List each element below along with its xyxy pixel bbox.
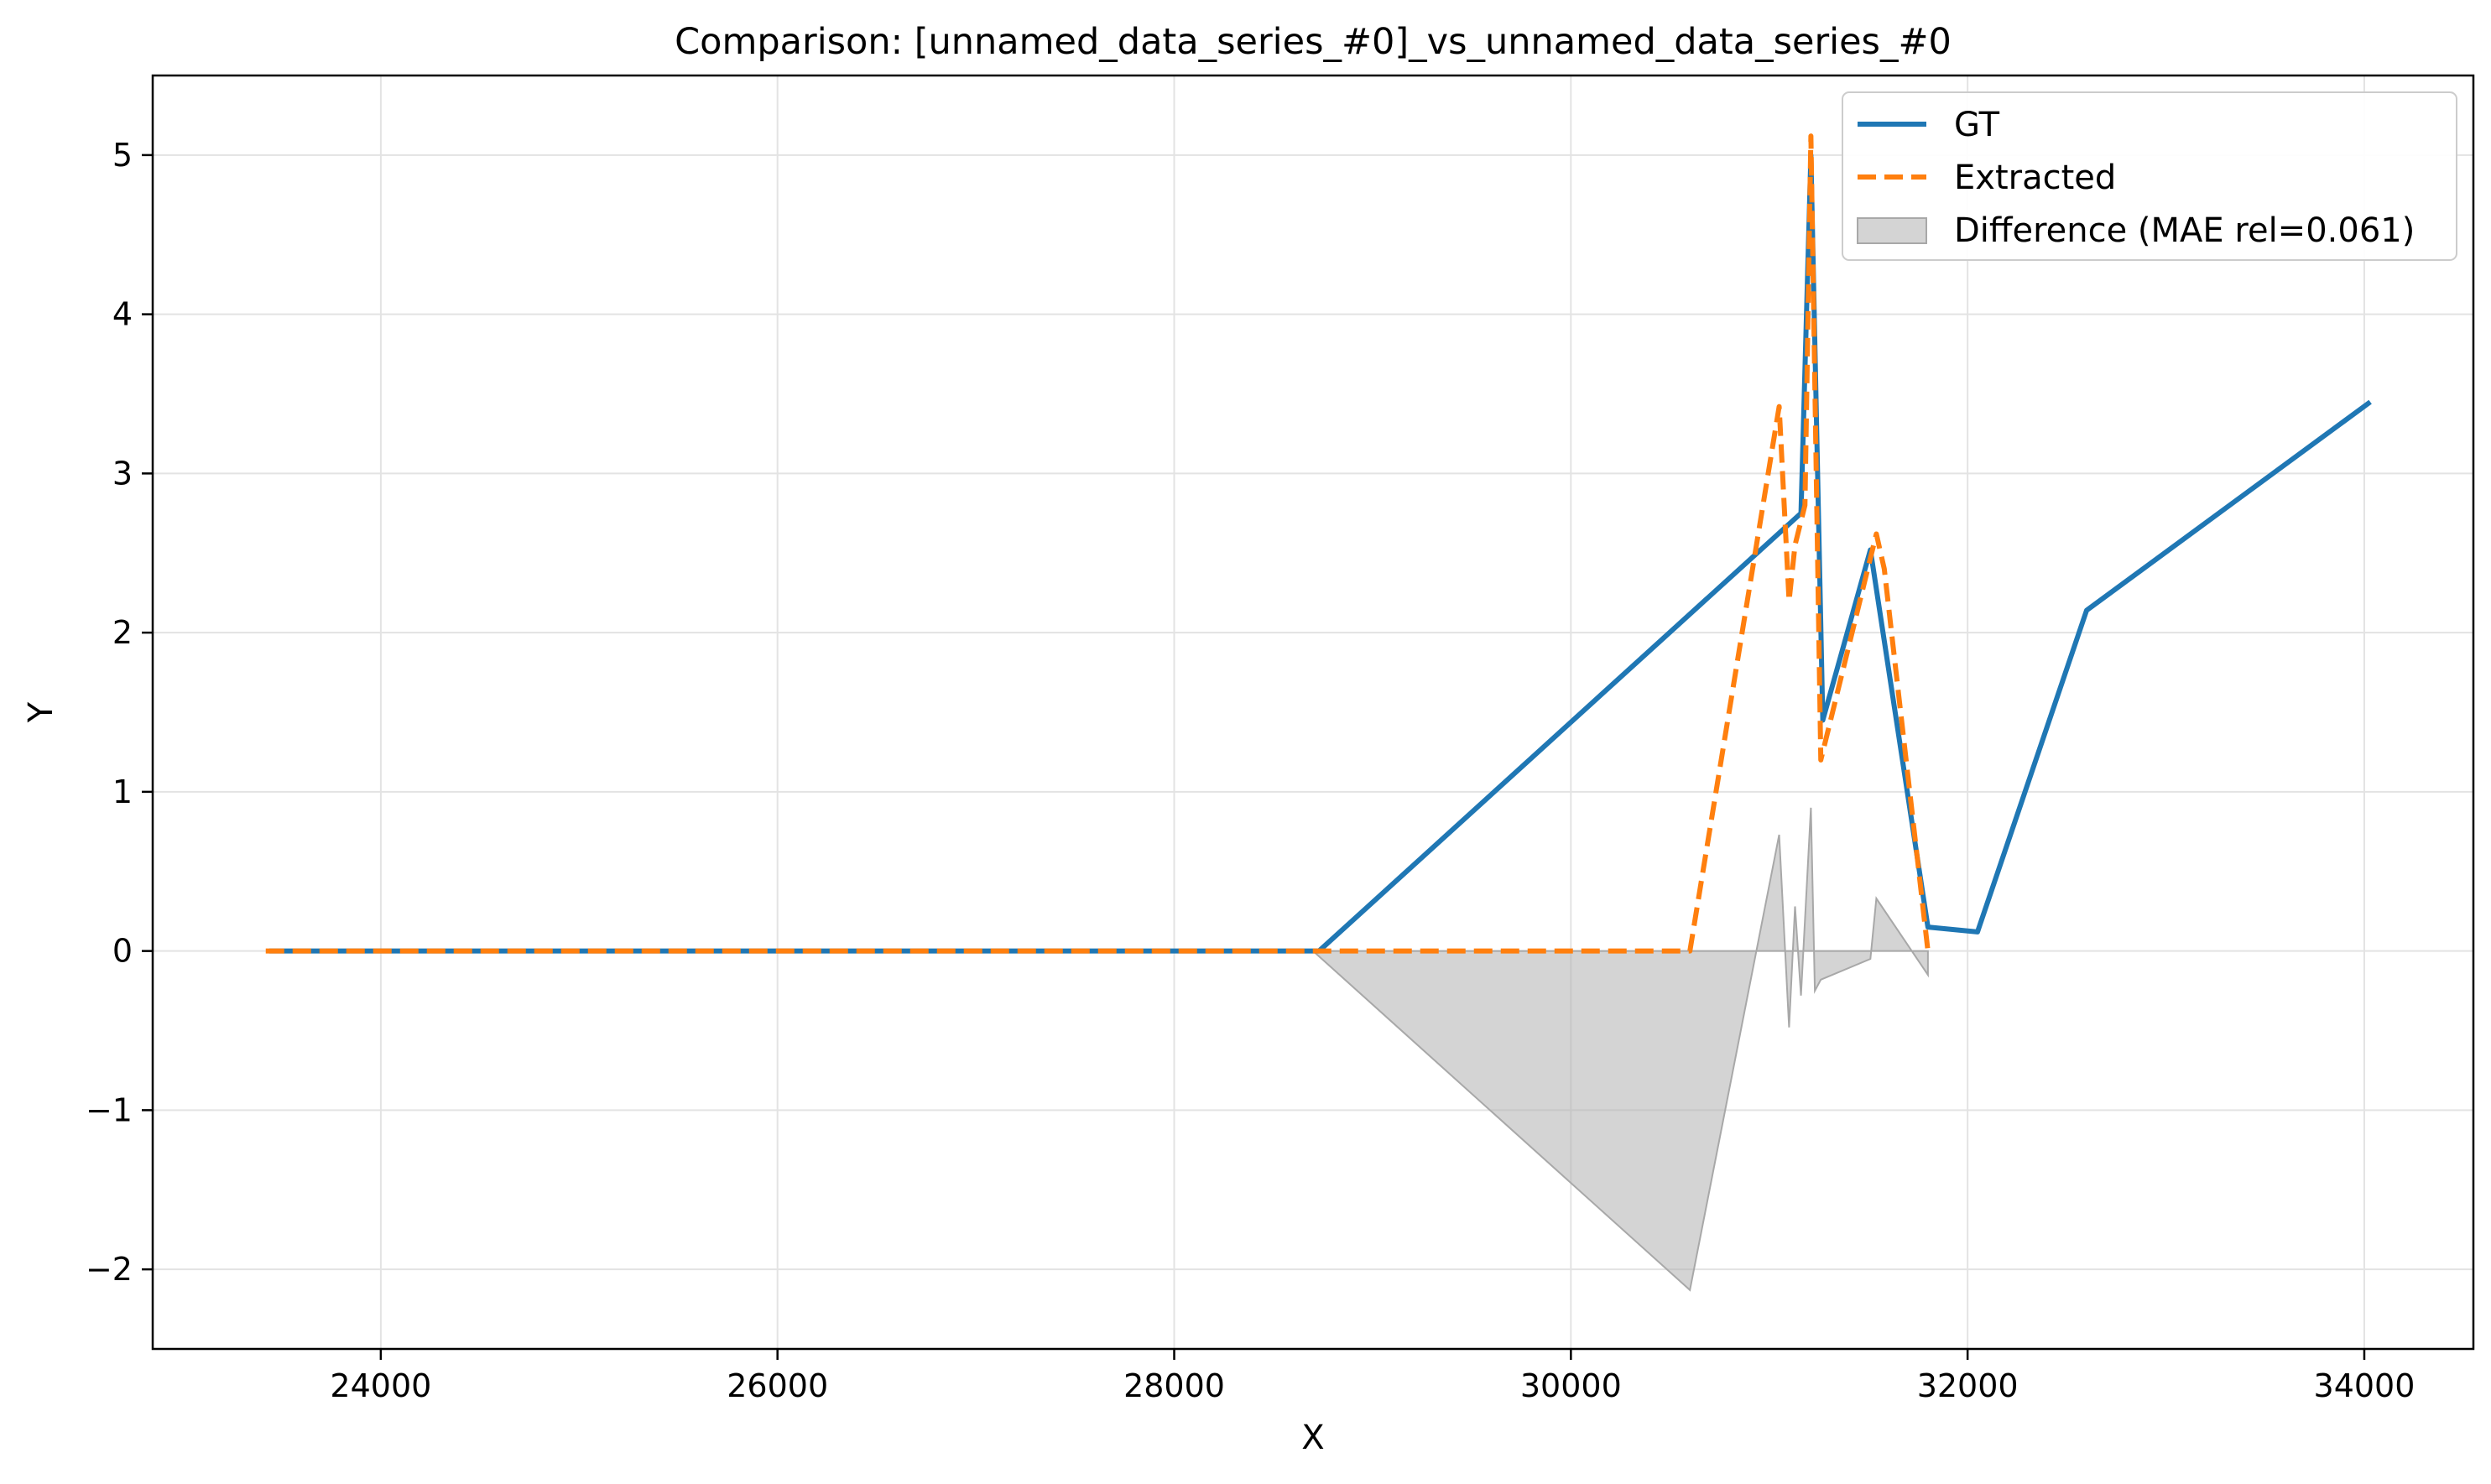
legend-label: GT <box>1954 106 2000 144</box>
y-axis-label: Y <box>22 701 60 723</box>
y-tick-label: 3 <box>112 455 133 492</box>
x-tick-label: 32000 <box>1917 1367 2019 1404</box>
y-tick-label: 2 <box>112 614 133 651</box>
legend-label: Difference (MAE rel=0.061) <box>1954 211 2415 250</box>
x-tick-label: 28000 <box>1123 1367 1225 1404</box>
y-tick-label: 5 <box>112 137 133 174</box>
legend: GT Extracted Difference (MAE rel=0.061) <box>1842 91 2457 261</box>
legend-label: Extracted <box>1954 159 2116 197</box>
series-line-gt <box>268 152 2372 954</box>
x-tick-label: 30000 <box>1520 1367 1622 1404</box>
y-tick-label: −1 <box>86 1091 133 1128</box>
plot-area <box>265 133 2372 1292</box>
legend-box <box>1842 91 2457 261</box>
grid-lines <box>153 76 2473 1349</box>
plot-frame <box>151 74 2475 1351</box>
x-axis-label: X <box>1301 1419 1324 1457</box>
y-tick-label: 1 <box>112 773 133 810</box>
x-tick-label: 26000 <box>727 1367 828 1404</box>
y-tick-label: −2 <box>86 1251 133 1288</box>
y-tick-label: 4 <box>112 296 133 333</box>
x-tick-label: 34000 <box>2314 1367 2415 1404</box>
x-tick-label: 24000 <box>330 1367 431 1404</box>
legend-swatch-difference <box>1857 217 1927 244</box>
y-tick-label: 0 <box>112 933 133 970</box>
axes: 24000 26000 28000 30000 32000 34000 −2 −1 0 1 2 3 4 5 <box>86 74 2475 1404</box>
chart-title: Comparison: [unnamed_data_series_#0]_vs_… <box>675 21 1952 63</box>
difference-area <box>1311 807 1929 1292</box>
series-line-extracted <box>265 133 1931 954</box>
